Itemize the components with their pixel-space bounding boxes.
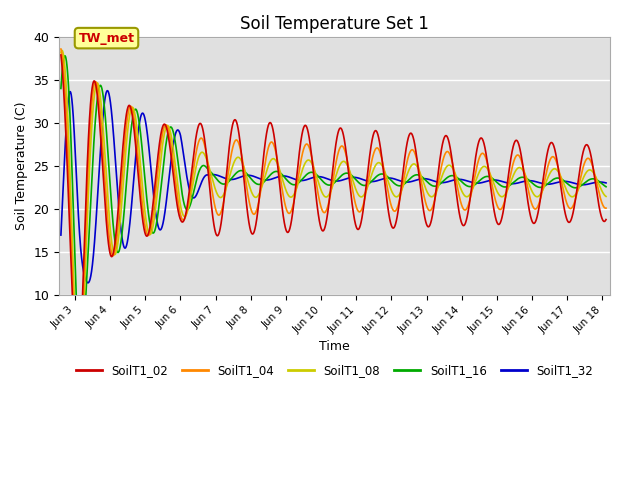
SoilT1_16 [384, 174, 392, 180]
SoilT1_08 [506, 183, 513, 189]
SoilT1_08 [464, 193, 472, 199]
SoilT1_08 [58, 48, 66, 53]
SoilT1_32 [57, 232, 65, 238]
Line: SoilT1_16: SoilT1_16 [61, 56, 606, 357]
Line: SoilT1_08: SoilT1_08 [61, 50, 606, 375]
SoilT1_04 [156, 147, 164, 153]
SoilT1_16 [77, 354, 84, 360]
SoilT1_02 [464, 211, 472, 216]
SoilT1_04 [74, 374, 82, 380]
Title: Soil Temperature Set 1: Soil Temperature Set 1 [240, 15, 429, 33]
SoilT1_02 [384, 205, 392, 211]
Legend: SoilT1_02, SoilT1_04, SoilT1_08, SoilT1_16, SoilT1_32: SoilT1_02, SoilT1_04, SoilT1_08, SoilT1_… [71, 359, 598, 382]
SoilT1_32 [266, 177, 273, 182]
Line: SoilT1_02: SoilT1_02 [61, 55, 606, 375]
SoilT1_32 [156, 227, 164, 233]
SoilT1_16 [506, 183, 513, 189]
SoilT1_04 [412, 152, 419, 158]
SoilT1_32 [602, 180, 610, 186]
SoilT1_02 [602, 216, 610, 222]
SoilT1_08 [412, 162, 419, 168]
SoilT1_08 [602, 193, 610, 199]
SoilT1_04 [384, 188, 392, 194]
Y-axis label: Soil Temperature (C): Soil Temperature (C) [15, 102, 28, 230]
SoilT1_16 [266, 173, 273, 179]
SoilT1_32 [412, 178, 419, 183]
SoilT1_02 [57, 52, 65, 58]
SoilT1_16 [61, 53, 68, 59]
SoilT1_32 [464, 178, 472, 184]
SoilT1_02 [266, 120, 273, 126]
SoilT1_32 [384, 175, 392, 181]
SoilT1_02 [412, 146, 419, 152]
SoilT1_04 [57, 46, 65, 52]
SoilT1_04 [266, 142, 273, 148]
SoilT1_04 [464, 204, 472, 209]
Line: SoilT1_32: SoilT1_32 [61, 91, 606, 283]
SoilT1_16 [412, 172, 419, 178]
Text: TW_met: TW_met [79, 32, 134, 45]
SoilT1_02 [156, 137, 164, 143]
SoilT1_32 [506, 180, 513, 186]
SoilT1_32 [104, 88, 111, 94]
SoilT1_08 [266, 160, 273, 166]
SoilT1_08 [156, 163, 164, 168]
SoilT1_16 [57, 85, 65, 91]
SoilT1_02 [74, 372, 81, 378]
SoilT1_08 [384, 178, 392, 184]
SoilT1_08 [75, 372, 83, 378]
SoilT1_04 [602, 205, 610, 211]
X-axis label: Time: Time [319, 340, 349, 353]
SoilT1_02 [506, 167, 513, 173]
SoilT1_32 [84, 280, 92, 286]
SoilT1_16 [464, 183, 472, 189]
Line: SoilT1_04: SoilT1_04 [61, 49, 606, 377]
SoilT1_04 [506, 178, 513, 184]
SoilT1_16 [156, 192, 164, 198]
SoilT1_08 [57, 50, 65, 56]
SoilT1_16 [602, 184, 610, 190]
